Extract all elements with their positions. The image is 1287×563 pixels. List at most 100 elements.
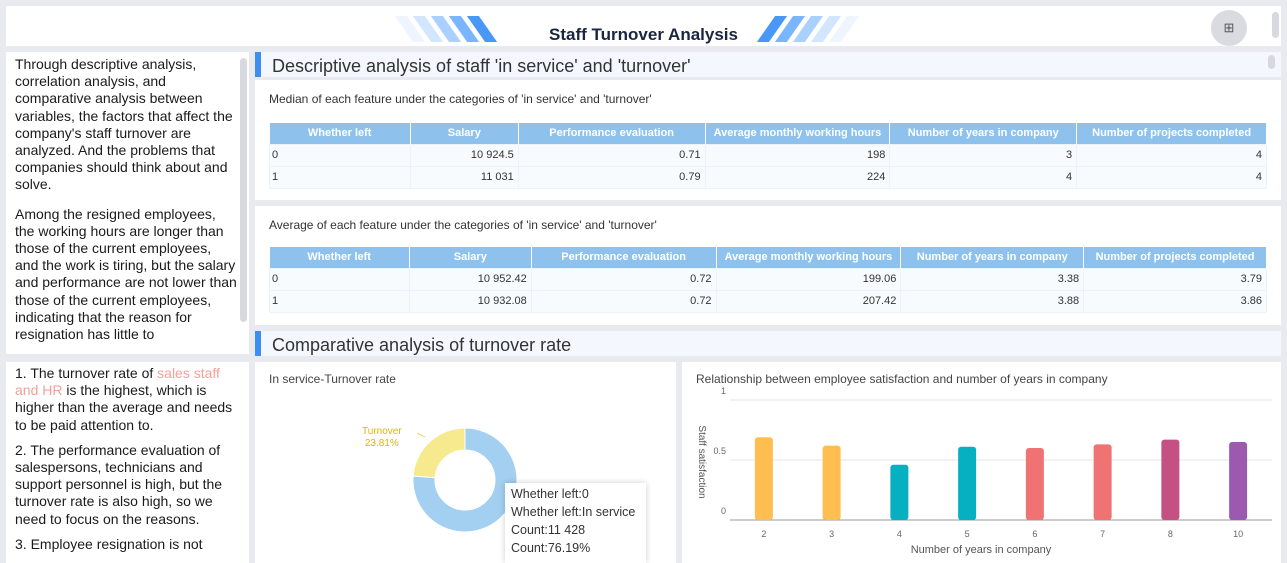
table-cell: 1 <box>269 289 410 313</box>
x-tick-label: 8 <box>1168 529 1173 539</box>
x-tick-label: 10 <box>1233 529 1243 539</box>
pie-tooltip: Whether left:0 Whether left:In service C… <box>505 483 646 563</box>
x-axis-label: Number of years in company <box>911 544 1052 556</box>
resigned-paragraph: Among the resigned employees, the workin… <box>15 205 237 343</box>
bar-chart-card: Relationship between employee satisfacti… <box>682 362 1281 563</box>
table-cell: 10 932.08 <box>408 289 532 313</box>
column-header[interactable]: Number of projects completed <box>1076 123 1267 144</box>
y-tick-label: 0 <box>721 506 726 516</box>
finding-1-text-end: is the highest, which is higher than the… <box>15 382 233 433</box>
table-row: 1 11 031 0.79 224 4 4 <box>269 165 1267 189</box>
y-tick-label: 0.5 <box>713 446 726 456</box>
table-cell: 0 <box>269 143 411 167</box>
table-cell: 10 924.5 <box>409 143 519 167</box>
column-header[interactable]: Number of years in company <box>900 247 1085 268</box>
table-header-row: Whether left Salary Performance evaluation… <box>269 123 1267 144</box>
pie-chart-title: In service-Turnover rate <box>269 372 396 386</box>
table-row: 0 10 924.5 0.71 198 3 4 <box>269 143 1267 167</box>
table-cell: 199.06 <box>715 267 902 291</box>
pie-label-pct: 23.81% <box>364 438 399 449</box>
content-scrollbar[interactable] <box>1268 55 1275 69</box>
table-cell: 1 <box>269 165 411 189</box>
x-tick-label: 3 <box>829 529 834 539</box>
table-cell: 207.42 <box>715 289 902 313</box>
table-cell: 0.71 <box>517 143 706 167</box>
bar-8[interactable] <box>1161 439 1180 520</box>
bar-5[interactable] <box>958 446 977 520</box>
table-cell: 0.79 <box>517 165 706 189</box>
page-title: Staff Turnover Analysis <box>549 25 738 44</box>
column-header[interactable]: Whether left <box>269 247 410 268</box>
fullscreen-icon: ⊞ <box>1223 20 1235 35</box>
tooltip-line: Count:76.19% <box>511 541 591 555</box>
column-header[interactable]: Average monthly working hours <box>705 123 891 144</box>
table-row: 0 10 952.42 0.72 199.06 3.38 3.79 <box>269 267 1267 291</box>
intro-paragraph: Through descriptive analysis, correlatio… <box>15 56 233 193</box>
x-tick-label: 4 <box>897 529 902 539</box>
pie-chart <box>412 427 518 533</box>
bar-7[interactable] <box>1093 444 1112 520</box>
average-table-card: Average of each feature under the catego… <box>255 206 1281 325</box>
table-cell: 224 <box>704 165 891 189</box>
x-tick-label: 2 <box>761 529 766 539</box>
column-header[interactable]: Performance evaluation <box>518 123 706 144</box>
column-header[interactable]: Salary <box>409 247 532 268</box>
table-cell: 4 <box>889 165 1078 189</box>
pie-label-name: Turnover <box>362 426 402 437</box>
table-cell: 3.86 <box>1083 289 1267 313</box>
section-descriptive-header: Descriptive analysis of staff 'in servic… <box>255 52 1281 77</box>
pie-label-line <box>416 432 426 438</box>
table-cell: 3 <box>889 143 1078 167</box>
y-tick-label: 1 <box>721 386 726 396</box>
column-header[interactable]: Whether left <box>269 123 411 144</box>
table-cell: 3.79 <box>1083 267 1267 291</box>
tooltip-line: Count:11 428 <box>511 523 586 537</box>
median-table-card: Median of each feature under the categor… <box>255 80 1281 200</box>
y-axis-label: Staff satisfaction <box>696 425 707 498</box>
bar-6[interactable] <box>1025 448 1044 520</box>
fullscreen-button[interactable]: ⊞ <box>1211 10 1247 46</box>
pie-slice-in-service[interactable] <box>412 427 518 533</box>
bar-chart: 0 0.5 1 2 3 4 5 6 7 8 10 Number of years in company… <box>696 386 1272 556</box>
table-cell: 3.88 <box>900 289 1085 313</box>
finding-3: 3. Employee resignation is not <box>15 535 203 552</box>
column-header[interactable]: Performance evaluation <box>531 247 717 268</box>
column-header[interactable]: Number of years in company <box>889 123 1078 144</box>
page-scrollbar[interactable] <box>1272 12 1279 38</box>
bar-3[interactable] <box>822 445 841 520</box>
table-cell: 0.72 <box>530 289 717 313</box>
table-cell: 3.38 <box>900 267 1085 291</box>
header: Staff Turnover Analysis ⊞ <box>6 6 1281 46</box>
bar-chart-title: Relationship between employee satisfacti… <box>696 372 1108 386</box>
column-header[interactable]: Average monthly working hours <box>716 247 902 268</box>
table-cell: 10 952.42 <box>408 267 532 291</box>
median-table: Whether left Salary Performance evaluation… <box>269 123 1267 189</box>
table-cell: 0.72 <box>530 267 717 291</box>
tooltip-line: Whether left:In service <box>511 505 636 519</box>
findings-panel: 1. The turnover rate of sales staff and … <box>6 362 249 563</box>
median-table-title: Median of each feature under the categor… <box>269 92 652 106</box>
table-cell: 4 <box>1076 143 1267 167</box>
section-title: Descriptive analysis of staff 'in servic… <box>272 56 691 76</box>
finding-1-text: 1. The turnover rate of <box>15 365 158 381</box>
intro-scrollbar[interactable] <box>240 58 247 322</box>
average-table-title: Average of each feature under the catego… <box>269 218 657 232</box>
section-title: Comparative analysis of turnover rate <box>272 335 572 355</box>
table-cell: 4 <box>1076 165 1267 189</box>
average-table: Whether left Salary Performance evaluation… <box>269 247 1267 313</box>
x-tick-label: 7 <box>1100 529 1105 539</box>
finding-1-highlight: sales staff and HR <box>15 365 220 399</box>
section-comparative-header: Comparative analysis of turnover rate <box>255 331 1281 356</box>
bar-2[interactable] <box>754 437 773 520</box>
column-header[interactable]: Number of projects completed <box>1083 247 1267 268</box>
table-cell: 11 031 <box>409 165 519 189</box>
table-row: 1 10 932.08 0.72 207.42 3.88 3.86 <box>269 289 1267 313</box>
column-header[interactable]: Salary <box>410 123 519 144</box>
x-tick-label: 5 <box>965 529 970 539</box>
pie-label-turnover: Turnover 23.81% <box>362 426 402 450</box>
tooltip-line: Whether left:0 <box>511 487 589 501</box>
intro-text-panel: Through descriptive analysis, correlatio… <box>6 52 249 354</box>
x-tick-label: 6 <box>1032 529 1037 539</box>
bar-4[interactable] <box>890 464 909 520</box>
bar-10[interactable] <box>1229 442 1248 520</box>
